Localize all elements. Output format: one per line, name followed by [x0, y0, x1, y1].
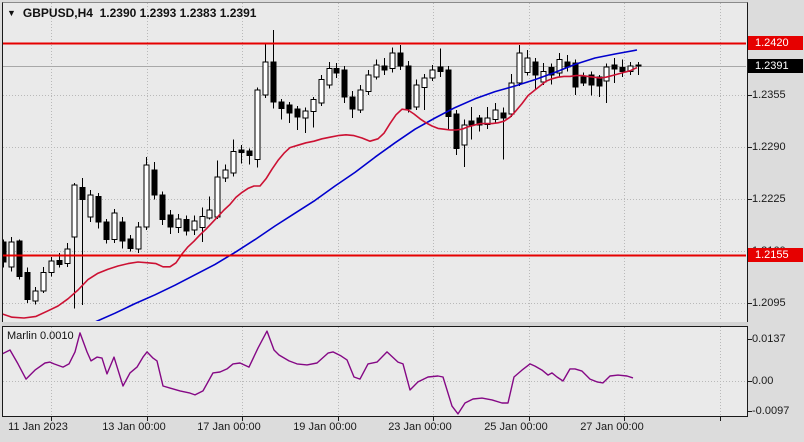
indicator-axis-label: 0.00 — [752, 375, 774, 387]
price-level-box: 1.2391 — [748, 59, 803, 73]
main-chart-panel[interactable] — [2, 2, 748, 323]
time-axis-label: 11 Jan 2023 — [8, 421, 68, 433]
ohlc-values-label: 1.2390 1.2393 1.2383 1.2391 — [99, 6, 257, 20]
indicator-name-label: Marlin 0.0010 — [7, 330, 74, 342]
indicator-axis-label: -0.0097 — [752, 405, 790, 418]
price-axis[interactable]: 1.23551.22901.22251.21601.20950.01370.00… — [748, 0, 804, 442]
time-axis-label: 19 Jan 00:00 — [293, 421, 357, 433]
price-axis-label: 1.2355 — [752, 88, 786, 101]
collapse-triangle-icon[interactable]: ▼ — [7, 8, 16, 18]
time-axis-label: 27 Jan 00:00 — [580, 421, 644, 433]
indicator-panel[interactable] — [2, 326, 748, 417]
indicator-axis-label: 0.0137 — [752, 332, 786, 345]
time-axis-label: 23 Jan 00:00 — [388, 421, 452, 433]
price-axis-label: 1.2095 — [752, 296, 786, 309]
time-axis[interactable]: 11 Jan 2023 13 Jan 00:00 17 Jan 00:00 19 Ja… — [0, 418, 804, 442]
price-axis-label: 1.2225 — [752, 192, 786, 205]
symbol-timeframe-label: GBPUSD,H4 — [22, 6, 93, 20]
time-axis-label: 13 Jan 00:00 — [102, 421, 166, 433]
time-axis-label: 25 Jan 00:00 — [484, 421, 548, 433]
symbol-ohlc-header: ▼ GBPUSD,H4 1.2390 1.2393 1.2383 1.2391 — [7, 6, 256, 20]
time-axis-label: 17 Jan 00:00 — [197, 421, 261, 433]
price-level-box: 1.2420 — [748, 35, 803, 50]
price-level-box: 1.2155 — [748, 247, 803, 262]
price-axis-label: 1.2290 — [752, 140, 786, 153]
panel-separator[interactable] — [2, 322, 748, 326]
